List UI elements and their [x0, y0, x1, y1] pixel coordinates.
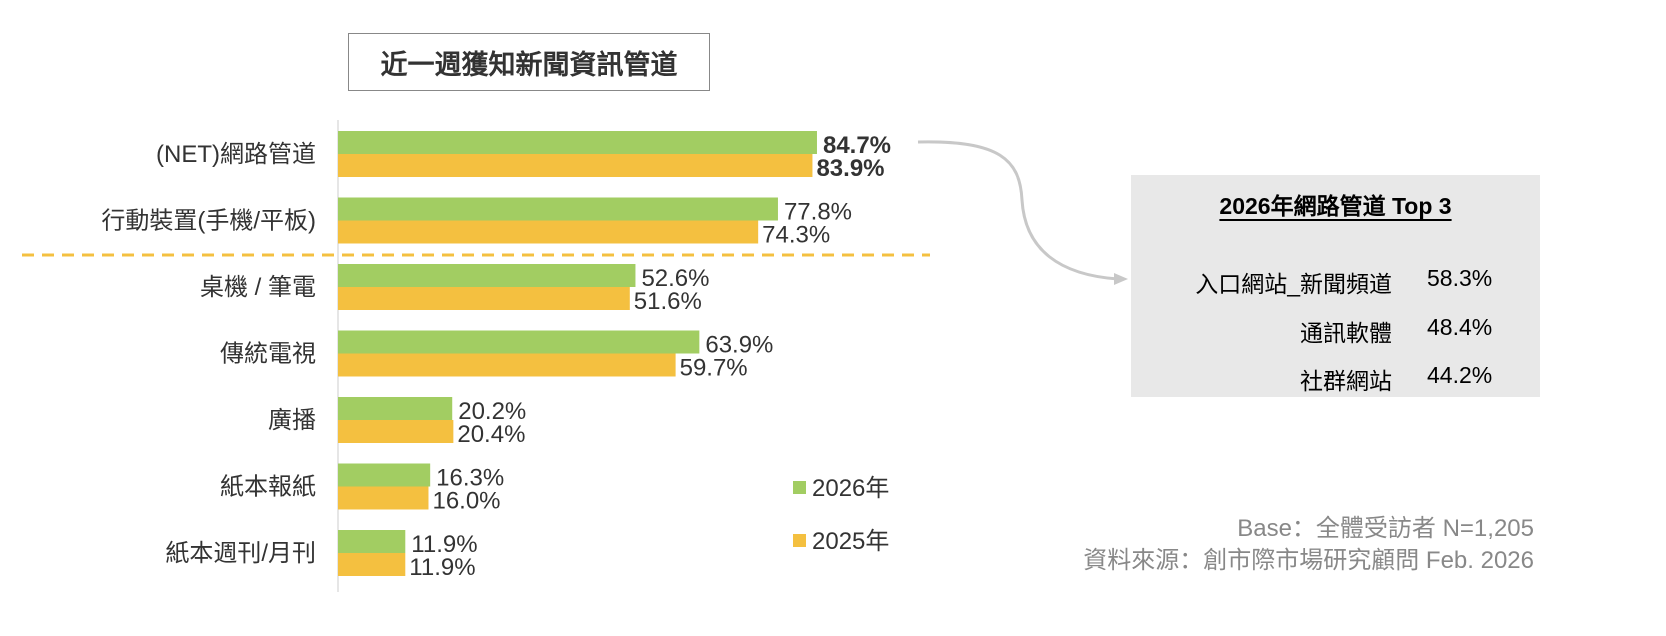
data-label: 83.9% — [816, 155, 884, 182]
source-note: 資料來源：創市際市場研究顧問 Feb. 2026 — [1083, 547, 1534, 574]
bar-2025 — [338, 420, 454, 443]
top3-label: 通訊軟體 — [1300, 320, 1392, 346]
data-label: 11.9% — [409, 554, 475, 581]
bar-2025 — [338, 486, 429, 510]
bar-2026 — [338, 397, 453, 420]
chart-title: 近一週獲知新聞資訊管道 — [348, 33, 710, 91]
bar-2025 — [338, 220, 759, 244]
category-label: 傳統電視 — [220, 341, 316, 368]
bar-2025 — [338, 287, 630, 310]
top3-value: 48.4% — [1427, 314, 1493, 340]
data-label: 63.9% — [705, 332, 773, 359]
category-label: 廣播 — [268, 407, 316, 434]
top3-label: 社群網站 — [1300, 368, 1392, 394]
data-label: 20.4% — [457, 421, 525, 448]
arrow-head-icon — [1114, 273, 1128, 285]
category-label: 行動裝置(手機/平板) — [101, 208, 316, 235]
bar-2026 — [338, 330, 700, 354]
legend-swatch — [793, 534, 806, 547]
bar-2026 — [338, 264, 636, 287]
category-label: 紙本報紙 — [220, 474, 316, 501]
footnote: Base：全體受訪者 N=1,205 資料來源：創市際市場研究顧問 Feb. 2… — [1083, 513, 1534, 577]
data-label: 16.0% — [432, 488, 500, 515]
category-label: 桌機 / 筆電 — [200, 274, 316, 301]
bar-2026 — [338, 197, 778, 221]
data-label: 84.7% — [823, 132, 891, 159]
data-label: 11.9% — [411, 531, 477, 558]
data-label: 51.6% — [634, 288, 702, 315]
data-label: 16.3% — [436, 465, 504, 492]
category-label: 紙本週刊/月刊 — [165, 540, 316, 567]
category-label: (NET)網路管道 — [156, 141, 316, 168]
bar-2025 — [338, 553, 406, 576]
bar-2026 — [338, 131, 817, 154]
connector-arrow — [917, 140, 1119, 281]
bar-2025 — [338, 154, 813, 177]
top3-title: 2026年網路管道 Top 3 — [1219, 193, 1452, 219]
base-note: Base：全體受訪者 N=1,205 — [1237, 515, 1534, 542]
data-label: 59.7% — [680, 355, 748, 382]
top3-label: 入口網站_新聞頻道 — [1195, 271, 1392, 297]
legend-label: 2026年 — [812, 475, 889, 502]
data-label: 77.8% — [784, 199, 852, 226]
data-label: 74.3% — [762, 222, 830, 249]
bar-2026 — [338, 463, 431, 487]
legend-swatch — [793, 481, 806, 494]
top3-panel: 2026年網路管道 Top 3 入口網站_新聞頻道 58.3% 通訊軟體 48.… — [1131, 175, 1540, 397]
bar-2025 — [338, 353, 676, 377]
top3-value: 58.3% — [1427, 265, 1493, 291]
data-label: 52.6% — [641, 265, 709, 292]
legend-label: 2025年 — [812, 528, 889, 555]
top3-value: 44.2% — [1427, 362, 1493, 388]
bar-2026 — [338, 530, 406, 553]
data-label: 20.2% — [458, 398, 526, 425]
